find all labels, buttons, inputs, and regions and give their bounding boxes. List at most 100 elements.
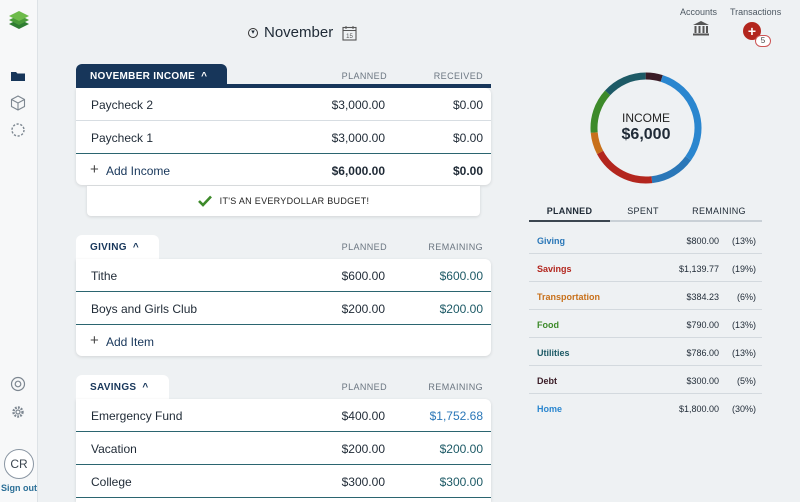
row-planned[interactable]: $300.00: [341, 475, 385, 489]
plus-icon[interactable]: +: [90, 161, 99, 178]
giving-col-remaining: REMAINING: [428, 242, 483, 252]
sidebar: CR Sign out: [0, 0, 38, 502]
income-col-planned: PLANNED: [341, 71, 387, 81]
checkmark-icon: [197, 195, 212, 207]
month-label: November: [264, 24, 334, 41]
summary-tabs: PLANNED SPENT REMAINING: [529, 200, 762, 222]
row-received: $0.00: [452, 131, 483, 145]
row-name: College: [91, 475, 132, 489]
donut-segment-savings: [597, 150, 653, 184]
row-planned[interactable]: $600.00: [341, 269, 385, 283]
row-remaining: $600.00: [439, 269, 483, 283]
donut-segment-home: [660, 75, 702, 161]
summary-row-debt[interactable]: Debt $300.00 (5%): [529, 366, 762, 394]
table-row[interactable]: Tithe $600.00 $600.00: [76, 259, 491, 292]
summary-row-utilities[interactable]: Utilities $786.00 (13%): [529, 338, 762, 366]
giving-body: Tithe $600.00 $600.00 Boys and Girls Clu…: [76, 259, 491, 356]
summary-row-savings[interactable]: Savings $1,139.77 (19%): [529, 254, 762, 282]
donut-label: INCOME: [622, 111, 670, 125]
summary-row-food[interactable]: Food $790.00 (13%): [529, 310, 762, 338]
summary-amount: $300.00: [686, 376, 719, 386]
savings-card: SAVINGS ^ PLANNED REMAINING Emergency Fu…: [76, 375, 491, 502]
transactions-count-badge: 5: [755, 35, 771, 47]
summary-percent: (19%): [731, 264, 756, 274]
savings-col-remaining: REMAINING: [428, 382, 483, 392]
calendar-day: 15: [346, 34, 353, 40]
row-received: $0.00: [452, 98, 483, 112]
sign-out-link[interactable]: Sign out: [1, 483, 37, 493]
row-name: Tithe: [91, 269, 118, 283]
total-planned: $6,000.00: [331, 164, 385, 178]
donut-segment-giving: [651, 156, 692, 184]
tab-remaining[interactable]: REMAINING: [676, 200, 762, 222]
tab-spent[interactable]: SPENT: [610, 200, 676, 222]
row-planned[interactable]: $3,000.00: [331, 131, 385, 145]
chevron-up-icon: ^: [142, 381, 149, 393]
donut-amount: $6,000: [621, 126, 671, 143]
income-col-received: RECEIVED: [433, 71, 483, 81]
summary-amount: $1,800.00: [678, 404, 719, 414]
table-row[interactable]: College $300.00 $300.00: [76, 465, 491, 498]
savings-tab[interactable]: SAVINGS ^: [76, 375, 169, 399]
avatar[interactable]: CR: [4, 449, 34, 479]
giving-tab[interactable]: GIVING ^: [76, 235, 159, 259]
summary-percent: (13%): [731, 320, 756, 330]
summary-row-transportation[interactable]: Transportation $384.23 (6%): [529, 282, 762, 310]
table-row[interactable]: Boys and Girls Club $200.00 $200.00: [76, 292, 491, 325]
giving-tab-label: GIVING: [90, 241, 127, 253]
row-planned[interactable]: $200.00: [341, 302, 385, 316]
row-planned[interactable]: $3,000.00: [331, 98, 385, 112]
banner-text: IT'S AN EVERYDOLLAR BUDGET!: [219, 196, 370, 206]
calendar-icon[interactable]: 15: [342, 25, 357, 41]
donut-segment-utilities: [605, 72, 646, 96]
everydollar-logo-icon[interactable]: [7, 10, 31, 32]
row-name: Emergency Fund: [91, 409, 183, 423]
income-top-bar: [76, 84, 491, 88]
row-planned[interactable]: $400.00: [341, 409, 385, 423]
table-row[interactable]: Paycheck 2 $3,000.00 $0.00: [76, 88, 491, 121]
giving-col-planned: PLANNED: [341, 242, 387, 252]
savings-body: Emergency Fund $400.00 $1,752.68 Vacatio…: [76, 399, 491, 502]
row-name: Paycheck 1: [91, 131, 154, 145]
total-received: $0.00: [452, 164, 483, 178]
settings-gear-icon[interactable]: [10, 404, 26, 420]
summary-category: Savings: [537, 264, 572, 274]
table-row[interactable]: Paycheck 1 $3,000.00 $0.00: [76, 121, 491, 154]
savings-tab-label: SAVINGS: [90, 381, 137, 393]
row-remaining: $1,752.68: [429, 409, 483, 423]
income-donut-chart: [590, 72, 702, 184]
summary-row-home[interactable]: Home $1,800.00 (30%): [529, 394, 762, 422]
row-planned[interactable]: $200.00: [341, 442, 385, 456]
row-remaining: $300.00: [439, 475, 483, 489]
goals-icon[interactable]: [10, 122, 26, 138]
budget-folder-icon[interactable]: [10, 68, 26, 84]
bank-icon[interactable]: [692, 20, 710, 36]
tab-planned[interactable]: PLANNED: [529, 200, 610, 222]
summary-amount: $786.00: [686, 348, 719, 358]
income-card: NOVEMBER INCOME ^ PLANNED RECEIVED Paych…: [76, 64, 491, 186]
donut-segment-debt: [645, 72, 663, 82]
box-icon[interactable]: [10, 95, 26, 111]
summary-category: Debt: [537, 376, 557, 386]
chevron-up-icon: ^: [132, 241, 139, 253]
summary-category: Utilities: [537, 348, 570, 358]
summary-amount: $1,139.77: [678, 264, 719, 274]
help-icon[interactable]: [10, 376, 26, 392]
add-item-button[interactable]: + Add Item: [76, 325, 491, 358]
summary-amount: $800.00: [686, 236, 719, 246]
row-name: Paycheck 2: [91, 98, 154, 112]
row-name: Boys and Girls Club: [91, 302, 198, 316]
summary-row-giving[interactable]: Giving $800.00 (13%): [529, 226, 762, 254]
transactions-link[interactable]: Transactions: [730, 7, 782, 17]
month-selector[interactable]: ▾ November: [248, 24, 333, 41]
summary-percent: (5%): [736, 376, 756, 386]
accounts-link[interactable]: Accounts: [680, 7, 718, 17]
summary-percent: (13%): [731, 348, 756, 358]
savings-col-planned: PLANNED: [341, 382, 387, 392]
table-row[interactable]: Vacation $200.00 $200.00: [76, 432, 491, 465]
add-income-button[interactable]: Add Income: [106, 164, 171, 178]
income-total-row: + Add Income $6,000.00 $0.00: [76, 154, 491, 187]
table-row[interactable]: Emergency Fund $400.00 $1,752.68: [76, 399, 491, 432]
chevron-up-icon: ^: [201, 70, 208, 82]
income-tab-label: NOVEMBER INCOME: [90, 70, 196, 82]
